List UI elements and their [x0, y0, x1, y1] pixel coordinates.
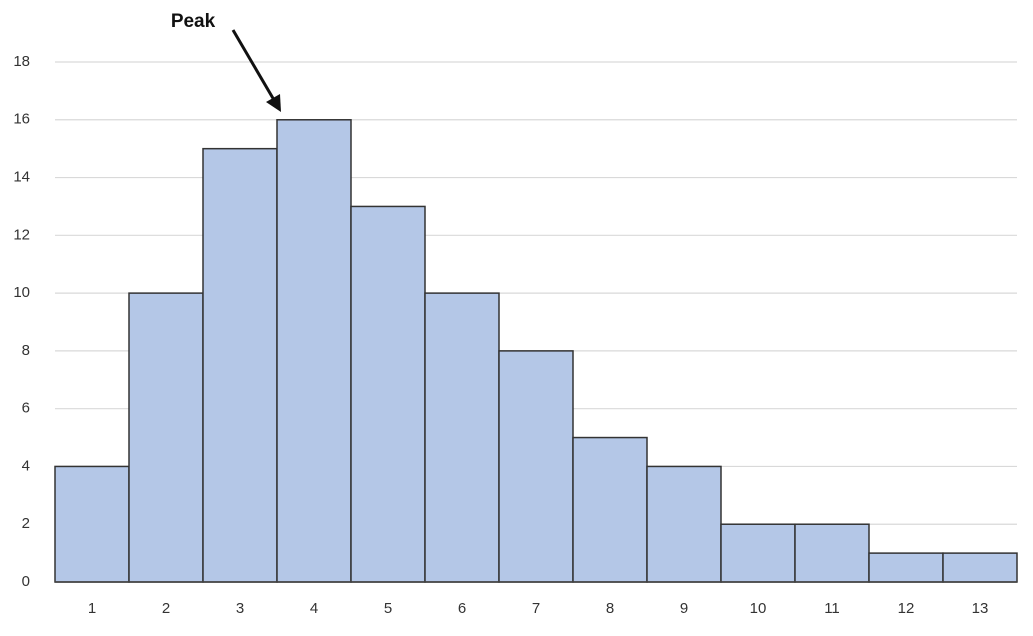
bar	[868, 552, 944, 583]
y-tick-label: 8	[22, 342, 30, 359]
bar	[572, 436, 648, 583]
bar	[128, 292, 204, 583]
x-tick-label: 6	[458, 600, 466, 617]
bar	[720, 523, 796, 583]
x-tick-label: 5	[384, 600, 392, 617]
y-tick-label: 16	[13, 111, 30, 128]
bar	[424, 292, 500, 583]
x-tick-label: 4	[310, 600, 318, 617]
y-tick-label: 0	[22, 573, 30, 590]
x-tick-label: 12	[898, 600, 915, 617]
bar	[276, 119, 352, 583]
bar	[202, 147, 278, 583]
x-tick-label: 2	[162, 600, 170, 617]
x-tick-label: 1	[88, 600, 96, 617]
x-tick-label: 7	[532, 600, 540, 617]
x-tick-label: 9	[680, 600, 688, 617]
bar	[350, 205, 426, 583]
x-tick-label: 3	[236, 600, 244, 617]
y-tick-label: 4	[22, 457, 30, 474]
x-tick-label: 11	[824, 600, 840, 617]
annotation-arrowhead	[266, 94, 281, 112]
x-tick-label: 10	[750, 600, 767, 617]
bars	[54, 119, 1018, 583]
bar	[498, 350, 574, 583]
x-tick-label: 13	[972, 600, 989, 617]
y-tick-label: 14	[13, 169, 30, 186]
x-tick-label: 8	[606, 600, 614, 617]
bar	[646, 465, 722, 583]
bar	[942, 552, 1018, 583]
y-tick-label: 18	[13, 53, 30, 70]
y-tick-label: 10	[13, 284, 30, 301]
annotation: Peak	[171, 11, 216, 32]
bar	[794, 523, 870, 583]
y-tick-label: 12	[13, 226, 30, 243]
y-tick-label: 6	[22, 400, 30, 417]
bar	[54, 465, 130, 583]
y-tick-label: 2	[22, 515, 30, 532]
annotation-arrow	[231, 29, 276, 101]
